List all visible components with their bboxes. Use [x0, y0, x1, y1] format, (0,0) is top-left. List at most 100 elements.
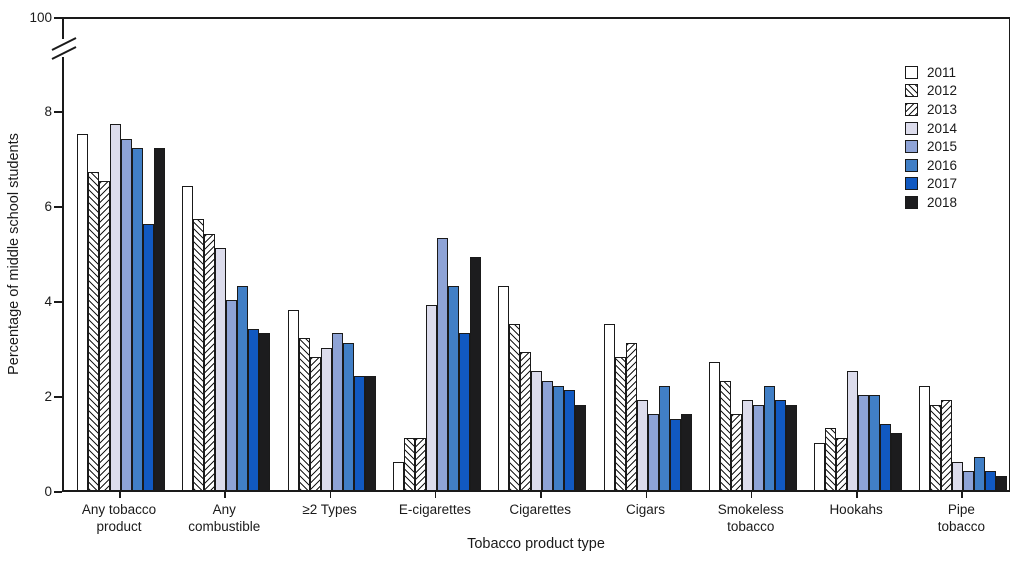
bar-2017-pipe-tobacco [985, 471, 997, 490]
bar-2014-e-cigarettes [425, 304, 437, 490]
y-tick-label-top: 100 [29, 10, 52, 25]
bar-2012-cigarettes [509, 323, 521, 490]
legend-swatch-icon [905, 102, 918, 116]
legend-item-2017: 2017 [905, 175, 957, 194]
y-tick [54, 396, 62, 398]
legend-item-2014: 2014 [905, 119, 957, 138]
bar-2015-hookahs [858, 395, 870, 490]
bar-2014-cigars [636, 399, 648, 490]
bar-2015-any-tobacco-product [121, 138, 132, 490]
legend-item-2018: 2018 [905, 193, 957, 212]
bar-2013-e-cigarettes [414, 437, 426, 490]
bar-2017-e-cigarettes [458, 333, 470, 490]
x-tick [750, 491, 753, 498]
x-tick-label: Pipe tobacco [937, 502, 986, 534]
bar-2011--2-types [287, 309, 299, 490]
y-tick [54, 491, 62, 493]
legend-swatch-icon [905, 158, 918, 172]
legend-item-2012: 2012 [905, 82, 957, 101]
legend-label: 2014 [927, 120, 958, 136]
bar-2012--2-types [298, 338, 310, 490]
bar-2015-e-cigarettes [436, 238, 448, 490]
y-tick-label: 0 [44, 484, 52, 499]
x-tick-label: E-cigarettes [398, 502, 471, 517]
y-tick-label: 8 [44, 104, 52, 119]
bar-2015-cigars [647, 414, 659, 490]
bar-2012-e-cigarettes [403, 437, 415, 490]
bar-2012-any-combustible [193, 219, 205, 490]
bar-2011-cigarettes [498, 285, 510, 490]
legend-item-2013: 2013 [905, 100, 957, 119]
x-tick-label: Smokeless tobacco [717, 502, 784, 534]
bar-2011-smokeless-tobacco [708, 361, 720, 490]
x-tick [119, 491, 121, 498]
legend-label: 2013 [927, 101, 958, 117]
bar-2018-cigarettes [575, 404, 587, 490]
bar-2016--2-types [342, 342, 354, 490]
bar-2013-hookahs [836, 437, 848, 490]
y-axis-title: Percentage of middle school students [6, 133, 22, 375]
legend-label: 2016 [927, 157, 958, 173]
bar-2011-hookahs [814, 442, 826, 490]
x-tick-label: Any tobacco product [81, 502, 157, 534]
legend-swatch-icon [905, 195, 918, 209]
bar-2012-cigars [614, 357, 626, 490]
bar-2014-any-combustible [215, 247, 227, 490]
bar-2013-smokeless-tobacco [730, 414, 742, 490]
bar-2014-hookahs [847, 371, 859, 490]
bar-2011-pipe-tobacco [919, 385, 931, 490]
bar-2011-any-combustible [182, 186, 194, 490]
legend-swatch-icon [905, 177, 918, 191]
x-tick-label: Cigars [625, 502, 665, 517]
bar-2011-cigars [603, 323, 615, 490]
legend-label: 2018 [927, 194, 958, 210]
bar-2013-pipe-tobacco [941, 399, 953, 490]
bar-2017-cigars [669, 418, 681, 490]
bar-2011-e-cigarettes [392, 461, 404, 490]
bar-2014-any-tobacco-product [110, 124, 121, 490]
bar-2012-smokeless-tobacco [719, 380, 731, 490]
bar-2013-any-combustible [204, 233, 216, 490]
bar-2016-cigarettes [553, 385, 565, 490]
y-tick [54, 301, 62, 303]
bar-2012-hookahs [825, 428, 837, 490]
bar-2018-any-combustible [259, 333, 271, 490]
bar-2018-smokeless-tobacco [785, 404, 797, 490]
legend-item-2011: 2011 [905, 63, 957, 82]
axis-break-icon [51, 37, 77, 60]
bar-2017-hookahs [880, 423, 892, 490]
legend-label: 2011 [927, 64, 957, 80]
bar-2013-cigars [625, 342, 637, 490]
x-tick [434, 491, 437, 498]
x-tick [540, 491, 542, 498]
bar-2016-any-tobacco-product [132, 148, 143, 490]
legend: 2011 2012 2013 2014 2015 2016 2017 2018 [905, 63, 957, 212]
legend-label: 2017 [927, 176, 958, 192]
bar-2018--2-types [364, 376, 376, 490]
x-tick-label: Cigarettes [509, 502, 571, 517]
bar-2016-any-combustible [237, 285, 249, 490]
plot-area [62, 17, 1010, 492]
bar-2017-cigarettes [564, 390, 576, 490]
bar-2014-pipe-tobacco [952, 461, 964, 490]
bar-2014--2-types [320, 347, 332, 490]
bar-2011-any-tobacco-product [77, 133, 88, 490]
bar-2013-any-tobacco-product [99, 181, 110, 490]
bar-2015-smokeless-tobacco [752, 404, 764, 490]
bar-2016-pipe-tobacco [974, 456, 986, 490]
bar-2017--2-types [353, 376, 365, 490]
bar-2015-pipe-tobacco [963, 471, 975, 490]
x-tick-label: ≥2 Types [302, 502, 357, 517]
bar-2018-any-tobacco-product [154, 148, 165, 490]
x-axis-title: Tobacco product type [467, 536, 605, 552]
bar-2018-hookahs [891, 433, 903, 490]
bar-2012-pipe-tobacco [930, 404, 942, 490]
y-tick-label: 2 [44, 389, 52, 404]
y-tick [54, 111, 62, 113]
legend-swatch-icon [905, 65, 918, 79]
bar-2018-cigars [680, 414, 692, 490]
legend-label: 2015 [927, 139, 958, 155]
x-tick-label: Any combustible [188, 502, 261, 534]
y-tick [54, 17, 62, 19]
y-tick-label: 4 [44, 294, 52, 309]
